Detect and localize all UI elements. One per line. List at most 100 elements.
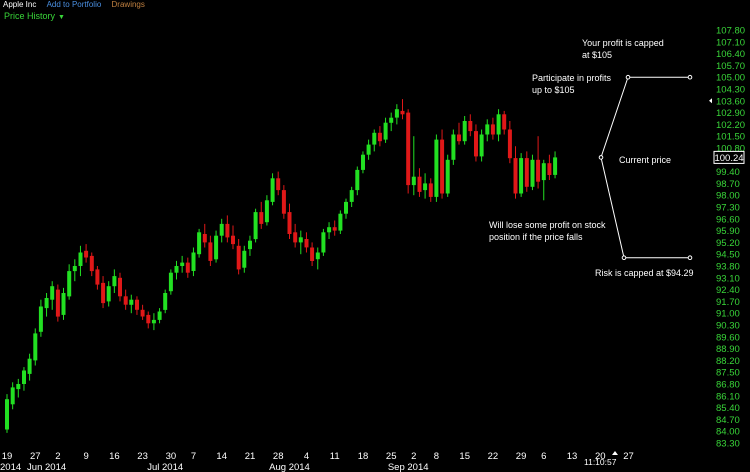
candle-body [417,176,422,192]
x-tick-label: 2 [55,451,60,462]
candle-body [236,245,241,270]
scroll-arrow-icon [612,451,618,455]
y-tick-label: 96.60 [716,214,740,225]
candle-body [270,178,275,202]
candle-body [513,158,518,194]
candle-body [298,237,303,243]
candle-body [174,266,179,273]
candle-body [389,117,394,123]
price-history-dropdown[interactable]: Price History ▼ [4,11,65,21]
y-tick-label: 100.80 [716,144,745,155]
candle-body [163,293,168,310]
candle-body [411,176,416,186]
y-tick-label: 83.30 [716,439,740,450]
candle-body [89,255,94,272]
annotation-text: Risk is capped at $94.29 [595,268,694,278]
candle-body [129,299,134,305]
candle-body [225,223,230,238]
x-tick-label: 18 [358,451,369,462]
y-tick-label: 105.00 [716,73,745,84]
y-tick-label: 106.40 [716,49,745,60]
candle-body [50,286,55,300]
y-tick-label: 91.00 [716,309,740,320]
candle-body [253,212,258,240]
candle-body [310,247,315,261]
candle-body [383,122,388,140]
candle-body [214,235,219,260]
candles [5,99,558,433]
candle-body [451,134,456,160]
candle-body [519,158,524,194]
y-tick-label: 84.70 [716,415,740,426]
annotation-text: Current price [619,155,671,165]
candle-body [327,227,332,233]
candle-body [490,124,495,135]
candle-body [349,190,354,202]
x-tick-label: 28 [273,451,284,462]
x-tick-label: 2 [411,451,416,462]
candle-body [22,370,26,384]
y-tick-label: 95.90 [716,226,740,237]
candle-body [547,163,552,175]
y-tick-label: 104.30 [716,85,745,96]
x-tick-label: 13 [567,451,578,462]
candle-body [55,289,60,317]
candle-body [44,298,49,309]
y-tick-label: 84.00 [716,427,740,438]
candle-body [242,250,247,268]
candle-body [106,286,111,302]
candle-body [479,134,484,157]
x-tick-label: 11 [330,451,340,462]
x-month-label: Jul 2014 [147,462,183,472]
candle-body [123,296,128,305]
y-tick-label: 88.20 [716,356,740,367]
candle-body [276,178,281,191]
candle-body [287,212,292,234]
annotation-text: up to $105 [532,85,575,95]
candle-body [5,399,9,430]
x-tick-label: 7 [191,451,196,462]
y-tick-label: 105.70 [716,61,745,72]
x-tick-label: 15 [459,451,470,462]
candle-body [264,200,269,223]
candle-body [112,276,117,287]
candle-body [315,252,320,260]
y-tick-label: 87.50 [716,368,740,379]
annotation-text: Your profit is capped [582,38,664,48]
y-tick-label: 91.70 [716,297,740,308]
x-month-label: Aug 2014 [269,462,310,472]
add-to-portfolio-link[interactable]: Add to Portfolio [46,0,102,9]
y-tick-label: 88.90 [716,344,740,355]
candle-body [10,387,15,405]
x-tick-label: 22 [488,451,499,462]
candle-body [400,110,405,115]
x-tick-label: 9 [83,451,88,462]
caret-down-icon: ▼ [58,14,65,21]
candle-body [338,213,343,231]
candle-body [474,131,478,157]
clock-label: 11:10:57 [584,457,617,467]
candle-body [101,282,106,304]
y-tick-label: 89.60 [716,332,740,343]
candle-body [259,212,264,224]
y-tick-label: 94.50 [716,250,740,261]
x-tick-label: 23 [137,451,148,462]
y-tick-label: 90.30 [716,321,740,332]
payoff-point [598,155,604,160]
clock: 11:10:57 [584,451,618,467]
annotations: Your profit is capped at $105 Participate … [489,38,694,278]
candle-body [530,159,535,187]
candle-body [394,109,399,118]
candle-body [355,169,360,191]
candle-body [524,158,529,187]
y-tick-label: 92.40 [716,285,740,296]
y-tick-label: 93.10 [716,273,740,284]
candle-body [406,112,411,186]
drawings-link[interactable]: Drawings [111,0,145,9]
candle-body [67,271,72,297]
candle-body [372,132,377,145]
y-tick-label: 102.90 [716,108,745,119]
y-tick-label: 93.80 [716,262,740,273]
candle-body [33,333,38,361]
